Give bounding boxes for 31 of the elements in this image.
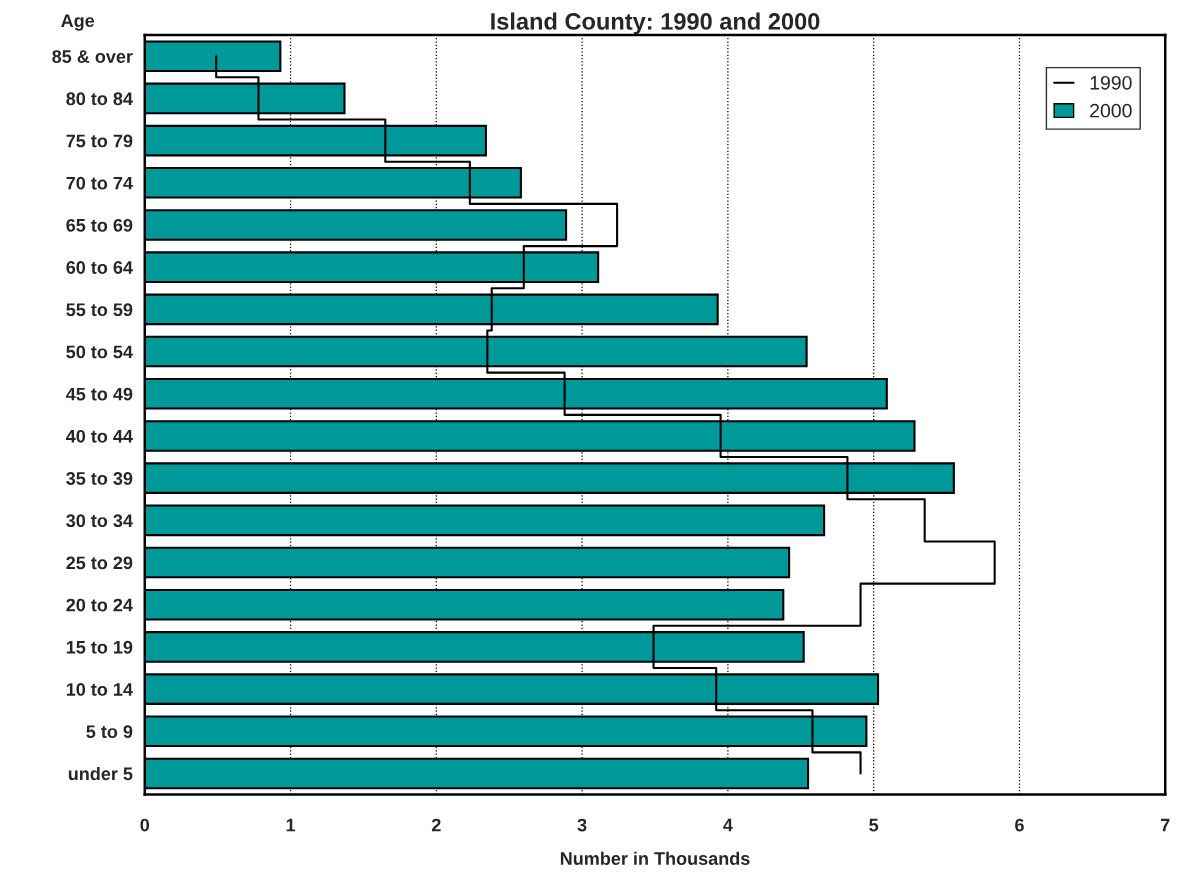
x-tick-label: 4 (723, 818, 733, 832)
x-tick-label: 5 (869, 818, 879, 832)
x-tick-label: 1 (286, 818, 296, 832)
x-axis-title: Number in Thousands (560, 851, 750, 865)
y-tick-label: 30 to 34 (66, 514, 133, 528)
x-tick-label: 0 (140, 818, 150, 832)
y-tick-label: 85 & over (52, 50, 133, 63)
y-tick-label: 80 to 84 (66, 92, 133, 106)
x-tick-label: 3 (577, 818, 587, 832)
y-tick-label: 20 to 24 (66, 598, 133, 612)
y-tick-label: 40 to 44 (66, 429, 133, 443)
x-tick-label: 6 (1015, 818, 1024, 832)
legend-label: 2000 (1090, 103, 1132, 118)
y-axis-title: Age (61, 14, 95, 31)
y-tick-label: 15 to 19 (66, 640, 133, 654)
y-tick-label: 35 to 39 (66, 472, 133, 485)
y-tick-label: 55 to 59 (66, 303, 133, 317)
x-tick-label: 7 (1160, 818, 1170, 832)
y-tick-label: 5 to 9 (86, 725, 133, 739)
y-tick-label: 65 to 69 (66, 218, 133, 232)
y-tick-label: under 5 (68, 766, 133, 781)
y-tick-label: 10 to 14 (66, 683, 133, 696)
legend-label: 1990 (1090, 75, 1132, 90)
y-tick-label: 75 to 79 (66, 134, 133, 148)
y-tick-label: 25 to 29 (66, 556, 133, 570)
y-tick-label: 70 to 74 (66, 176, 133, 190)
chart-title: Island County: 1990 and 2000 (491, 12, 820, 35)
y-tick-label: 45 to 49 (66, 387, 133, 401)
x-tick-label: 2 (431, 818, 441, 832)
y-tick-label: 50 to 54 (66, 345, 133, 359)
y-tick-label: 60 to 64 (66, 261, 133, 274)
